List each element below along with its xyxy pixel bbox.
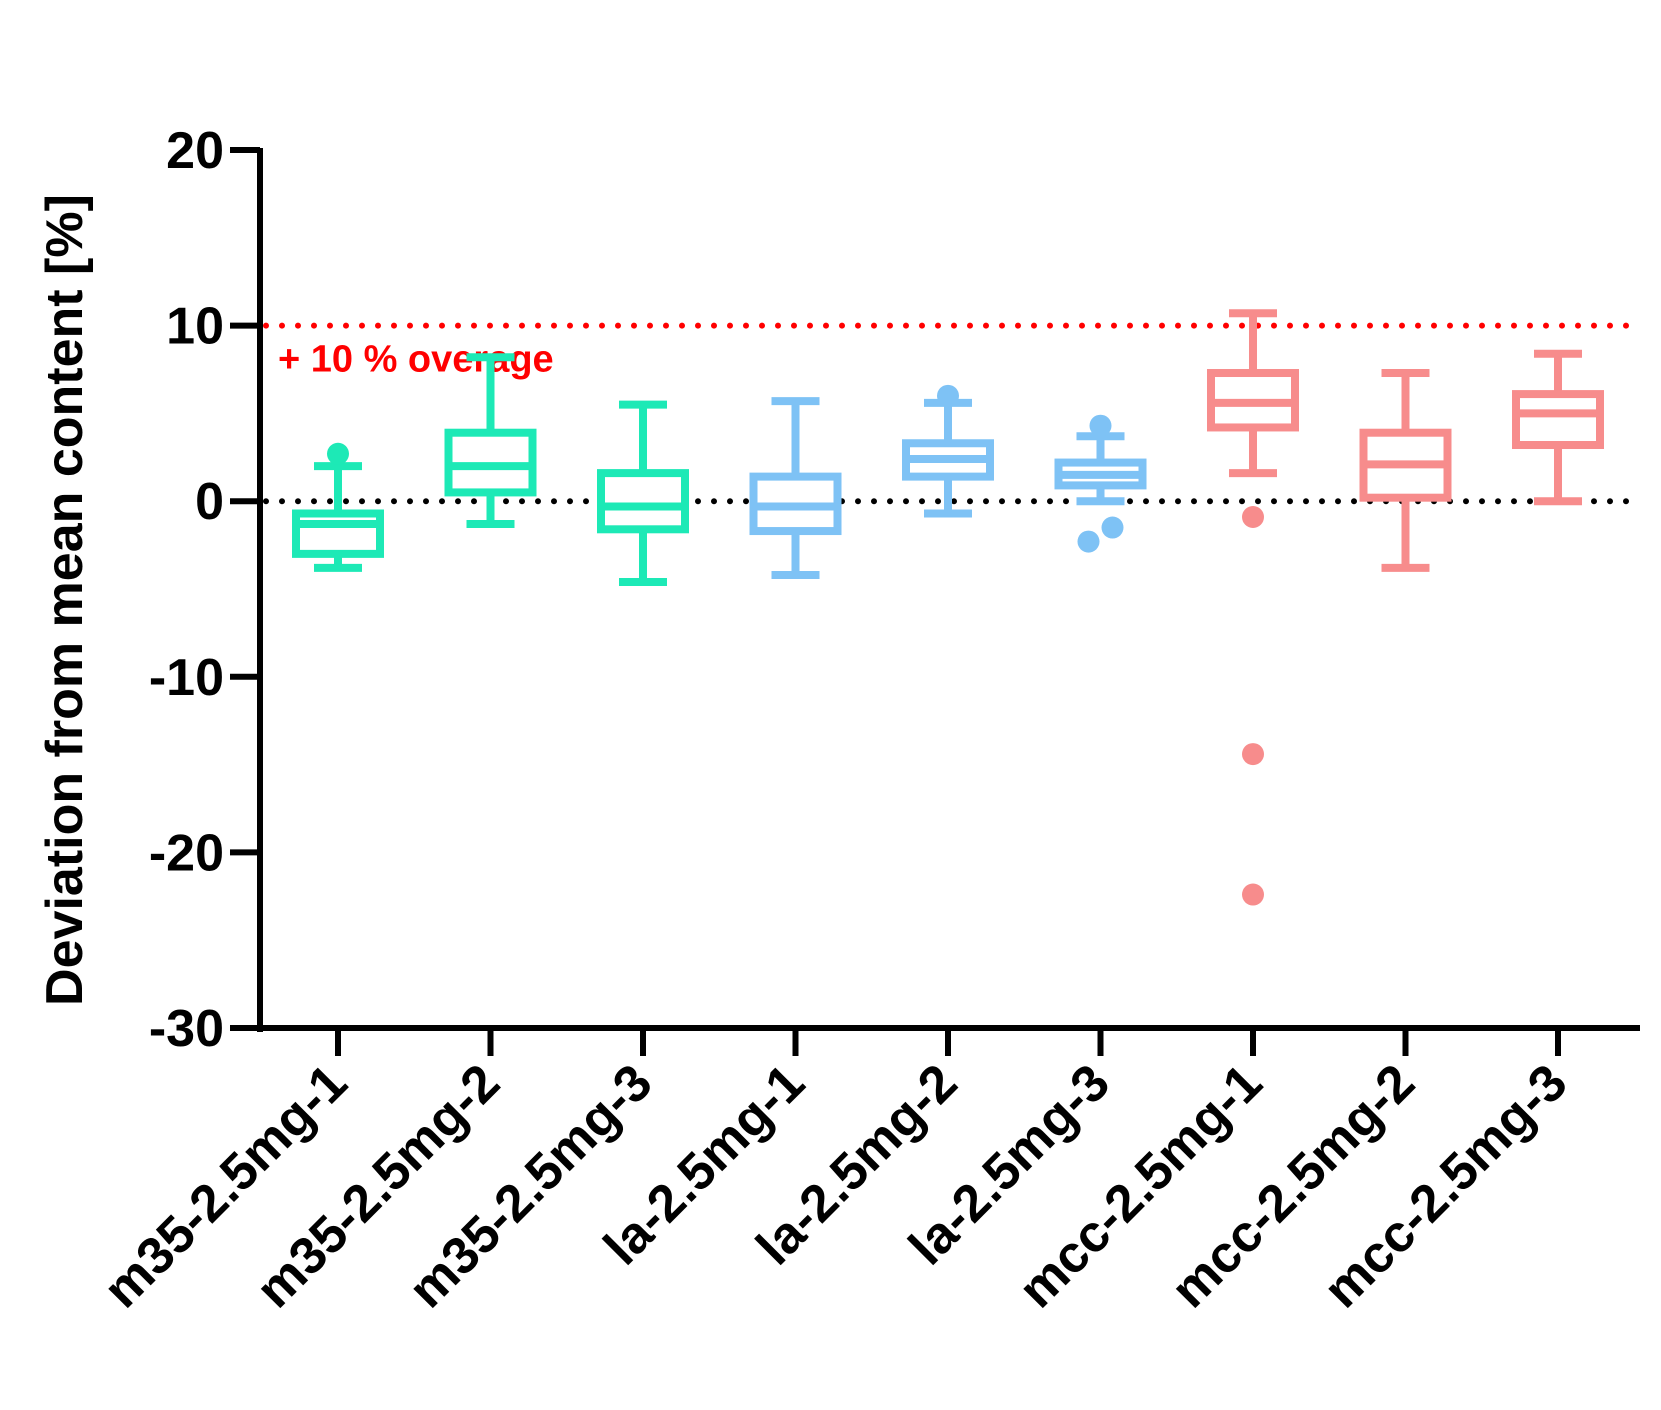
box-la-2.5mg-1 [749, 397, 842, 579]
axes-group: 20100-10-20-30m35-2.5mg-1m35-2.5mg-2m35-… [93, 122, 1640, 1319]
box-iqr [597, 469, 689, 534]
box-m35-2.5mg-2 [444, 353, 537, 529]
y-axis-label: Deviation from mean content [%] [36, 194, 94, 1006]
y-tick-label: 10 [166, 298, 224, 356]
outlier-point [1242, 743, 1264, 766]
box-plot-group [292, 309, 1604, 906]
outlier-point [937, 384, 959, 407]
outlier-point [1089, 414, 1112, 437]
reference-lines-group: + 10 % overage [263, 322, 1643, 505]
outlier-point [1101, 516, 1124, 539]
y-tick-label: -20 [149, 824, 224, 882]
box-m35-2.5mg-1 [292, 442, 384, 572]
box-mcc-2.5mg-3 [1512, 349, 1604, 506]
y-tick-label: 20 [166, 122, 224, 180]
outlier-point [1242, 883, 1264, 906]
box-la-2.5mg-3 [1054, 414, 1147, 553]
outlier-point [1242, 506, 1264, 529]
outlier-point [327, 442, 349, 465]
outlier-point [1077, 530, 1100, 553]
box-iqr [1512, 390, 1604, 450]
y-tick-label: 0 [195, 473, 224, 531]
y-tick-label: -30 [149, 1000, 224, 1058]
box-m35-2.5mg-3 [597, 400, 689, 586]
box-mcc-2.5mg-1 [1207, 309, 1299, 906]
box-la-2.5mg-2 [902, 384, 994, 518]
y-tick-label: -10 [149, 649, 224, 707]
box-iqr [292, 509, 384, 558]
box-mcc-2.5mg-2 [1359, 369, 1452, 572]
